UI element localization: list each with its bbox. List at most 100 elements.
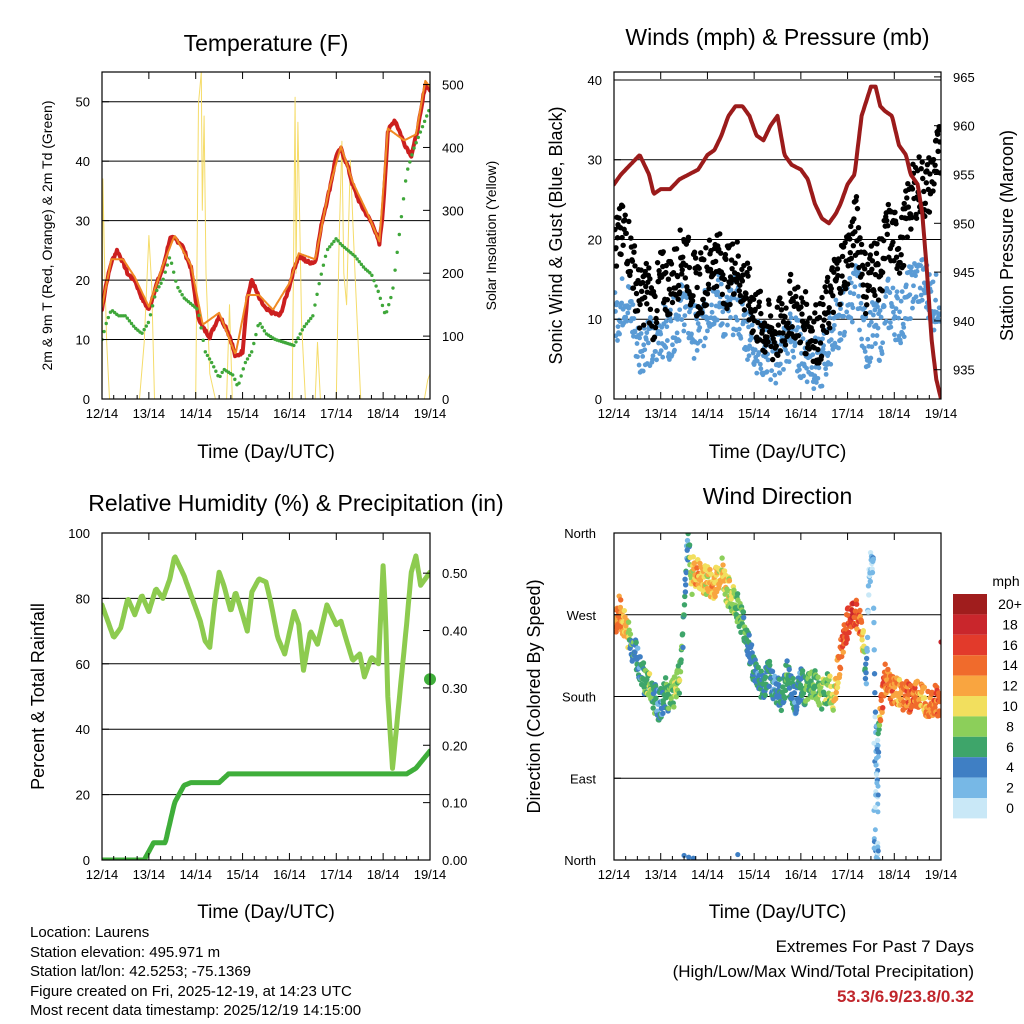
dewpoint-point xyxy=(353,254,357,259)
gust-point xyxy=(647,276,653,282)
dewpoint-point xyxy=(304,322,309,326)
gust-point xyxy=(768,325,775,331)
humidity-ylabel: Percent & Total Rainfall xyxy=(28,603,48,790)
wind-point xyxy=(898,298,904,304)
dewpoint-point xyxy=(163,270,167,274)
wind-point xyxy=(746,353,752,359)
direction-point xyxy=(617,604,624,611)
gust-point xyxy=(825,320,832,327)
gust-point xyxy=(622,212,628,218)
gust-point xyxy=(904,234,911,240)
direction-point xyxy=(774,694,781,701)
dewpoint-point xyxy=(142,327,146,332)
dewpoint-point xyxy=(355,257,359,261)
gust-point xyxy=(780,319,787,325)
speed-legend-label: 12 xyxy=(1002,678,1018,694)
wind-point xyxy=(786,359,792,365)
dewpoint-point xyxy=(220,370,224,375)
wind-point xyxy=(888,324,894,330)
direction-point xyxy=(686,854,692,860)
direction-point xyxy=(682,589,689,595)
direction-point xyxy=(875,730,881,737)
direction-point xyxy=(858,619,865,625)
dewpoint-point xyxy=(357,259,361,264)
wind-point xyxy=(658,331,664,337)
gust-point xyxy=(866,283,872,289)
dewpoint-point xyxy=(239,374,243,378)
gust-point xyxy=(817,340,824,346)
gust-point xyxy=(825,309,831,315)
wind-point xyxy=(777,361,783,367)
dewpoint-point xyxy=(233,377,237,382)
gust-point xyxy=(821,317,827,323)
gust-point xyxy=(642,268,648,275)
direction-point xyxy=(673,694,679,700)
gust-point xyxy=(750,296,757,302)
dewpoint-point xyxy=(250,350,254,354)
direction-point xyxy=(686,542,693,548)
wind-point xyxy=(747,343,752,349)
direction-point xyxy=(653,695,659,701)
gust-point xyxy=(638,288,645,295)
wind-point xyxy=(823,371,829,377)
dewpoint-point xyxy=(408,160,412,164)
wind-point xyxy=(769,368,775,374)
gust-point xyxy=(827,325,833,331)
wind-point xyxy=(758,366,764,372)
temperature-ylabel: 2m & 9m T (Red, Orange) & 2m Td (Green) xyxy=(39,101,55,371)
direction-point xyxy=(752,657,758,663)
gust-point xyxy=(775,322,782,328)
gust-point xyxy=(701,256,707,263)
wind-point xyxy=(873,341,878,346)
temperature-plot-area xyxy=(102,72,430,399)
wind-point xyxy=(795,325,801,330)
humidity-panel: 12/14 13/14 14/14 15/14 16/14 17/14 18/14 19/14… xyxy=(28,490,504,923)
direction-xtick-label: 18/14 xyxy=(878,867,911,882)
wind-point xyxy=(642,347,648,353)
gust-point xyxy=(885,223,891,229)
dewpoint-point xyxy=(334,237,338,241)
gust-point xyxy=(676,289,683,295)
wind-point xyxy=(909,272,915,278)
direction-point xyxy=(769,668,776,675)
direction-point xyxy=(679,631,686,637)
wind-point xyxy=(852,284,858,290)
gust-point xyxy=(793,293,799,300)
gust-point xyxy=(757,288,764,295)
direction-point xyxy=(681,612,687,618)
direction-point xyxy=(740,609,747,615)
wind-point xyxy=(734,317,740,323)
wind-point xyxy=(875,304,880,310)
gust-point xyxy=(752,306,758,313)
wind-point xyxy=(714,317,720,323)
wind-point xyxy=(877,308,883,314)
dewpoint-point xyxy=(418,130,423,134)
direction-point xyxy=(784,658,790,664)
gust-point xyxy=(896,270,903,276)
wind-point xyxy=(896,333,902,339)
wind-point xyxy=(870,333,876,338)
wind-point xyxy=(740,319,746,325)
gust-point xyxy=(719,291,726,297)
speed-legend-label: 20+ xyxy=(998,596,1022,612)
gust-point xyxy=(851,216,857,222)
temperature-xtick-label: 14/14 xyxy=(179,406,212,421)
gust-point xyxy=(782,314,788,320)
dewpoint-point xyxy=(155,288,159,293)
gust-point xyxy=(919,159,925,165)
gust-point xyxy=(697,305,703,312)
wind-point xyxy=(709,302,714,308)
gust-point xyxy=(721,276,728,283)
wind-point xyxy=(877,358,882,364)
wind-point xyxy=(883,318,889,324)
gust-point xyxy=(893,254,900,260)
wind-point xyxy=(614,309,618,314)
wind-point xyxy=(723,332,728,337)
direction-point xyxy=(830,707,836,713)
direction-point xyxy=(891,684,898,690)
wind-point xyxy=(838,337,844,342)
temperature-xlabel: Time (Day/UTC) xyxy=(197,442,335,463)
wind-point xyxy=(880,340,886,346)
wind-point xyxy=(918,263,924,268)
direction-point xyxy=(873,854,879,860)
